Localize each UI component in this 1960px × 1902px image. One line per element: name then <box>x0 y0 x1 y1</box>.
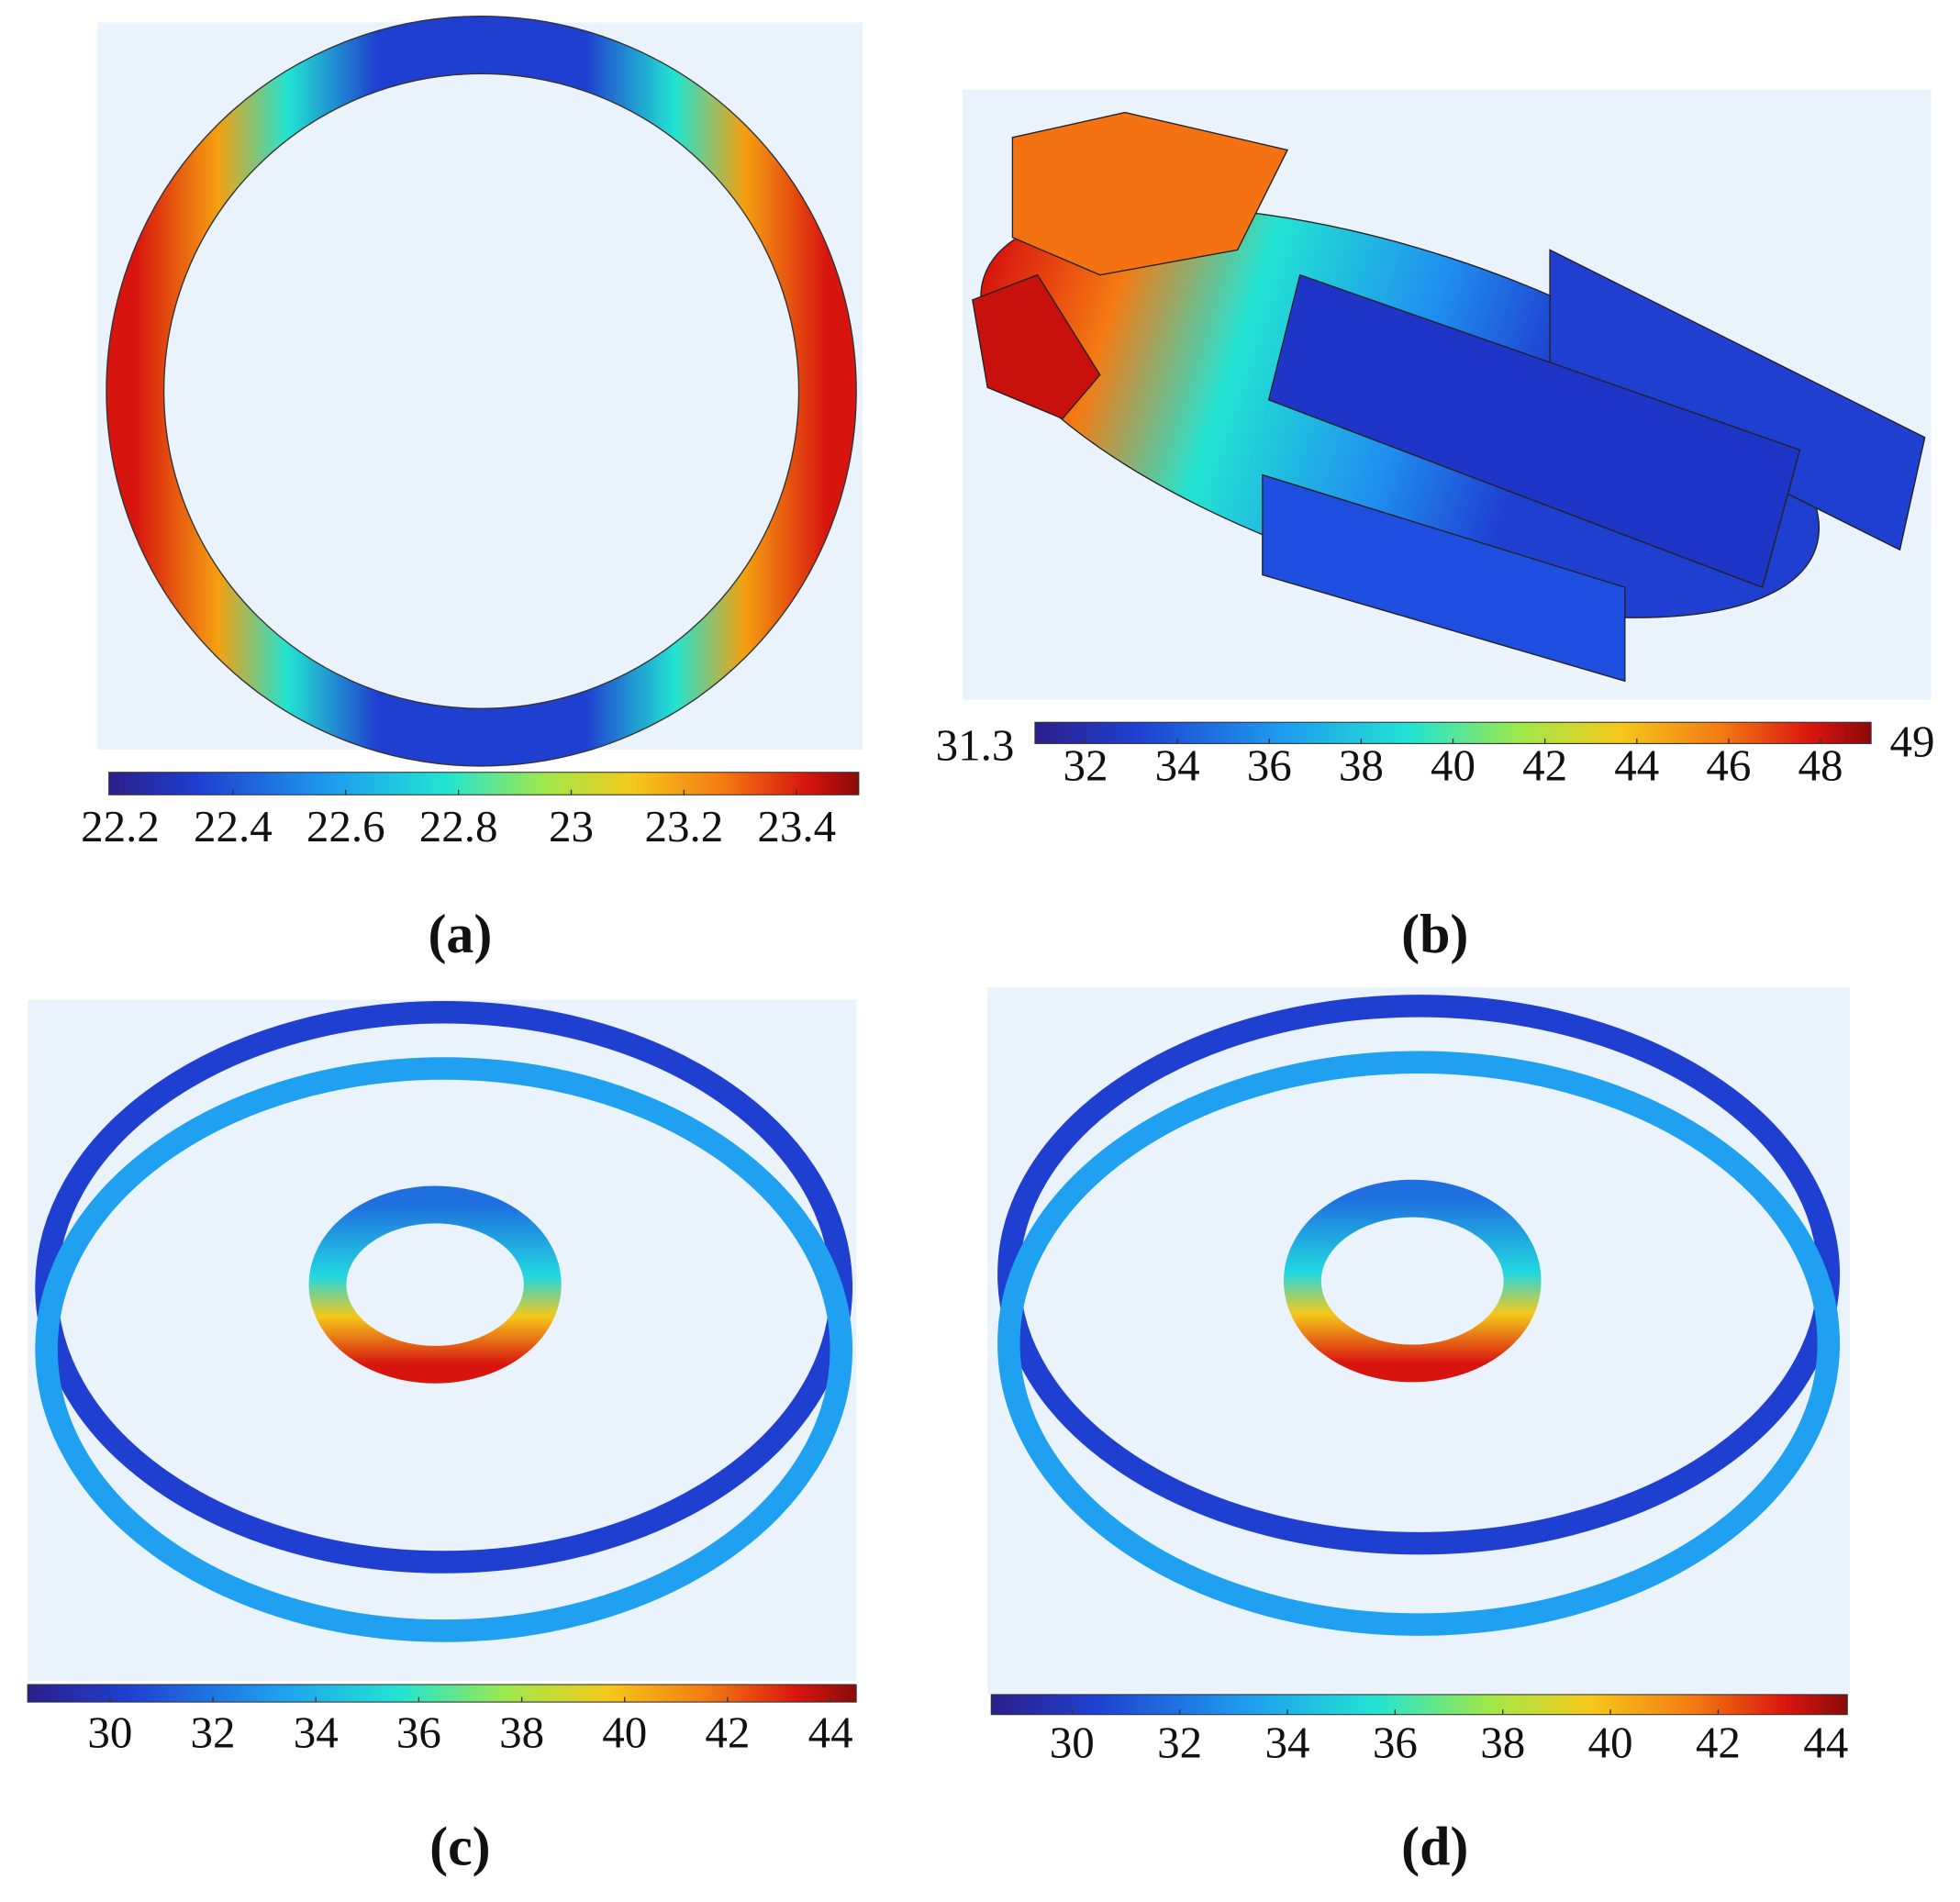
ring-edge <box>106 16 857 767</box>
colorbar <box>990 1694 1848 1716</box>
colorbar-tick-label: 32 <box>1063 740 1108 790</box>
colorbar-min-label: 31.3 <box>936 719 1015 770</box>
colorbar-tick-label: 34 <box>1155 740 1200 790</box>
colorbar-tick-label: 34 <box>294 1707 339 1757</box>
block <box>1549 249 1926 551</box>
block <box>1011 111 1289 276</box>
large-ring <box>35 1057 853 1642</box>
colorbar-max-label: 49 <box>1890 716 1935 766</box>
large-ring <box>997 1051 1841 1636</box>
colorbar-tick-label: 34 <box>1264 1717 1309 1767</box>
colorbar-tick-label: 44 <box>1803 1717 1848 1767</box>
colorbar-tick-label: 38 <box>499 1707 544 1757</box>
colorbar-tick-label: 30 <box>1050 1717 1095 1767</box>
colorbar-tick-label: 48 <box>1799 740 1843 790</box>
colorbar-tick-label: 44 <box>1614 740 1659 790</box>
colorbar-tick-label: 30 <box>87 1707 132 1757</box>
panel-label: (d) <box>1401 1816 1468 1876</box>
large-ring <box>997 995 1841 1555</box>
small-ring <box>1283 1179 1542 1383</box>
colorbar-tick-label: 23.2 <box>645 801 724 851</box>
colorbar-tick-label: 44 <box>808 1707 853 1757</box>
panel-background <box>987 986 1850 1694</box>
colorbar-tick-label: 36 <box>1373 1717 1418 1767</box>
colorbar-tick-label: 22.4 <box>194 801 273 851</box>
colorbar-tick-label: 23.4 <box>757 801 836 851</box>
colorbar-tick-label: 32 <box>191 1707 236 1757</box>
small-ring <box>308 1185 562 1384</box>
ring <box>106 16 857 766</box>
colorbar-tick-label: 42 <box>1696 1717 1741 1767</box>
colorbar-tick-label: 38 <box>1339 740 1384 790</box>
colorbar-tick-label: 46 <box>1706 740 1751 790</box>
colorbar-tick-label: 22.2 <box>81 801 160 851</box>
colorbar-tick-label: 22.8 <box>419 801 498 851</box>
colorbar-tick-label: 36 <box>396 1707 441 1757</box>
colorbar-tick-label: 22.6 <box>306 801 385 851</box>
ring-edge <box>162 72 800 709</box>
colorbar-tick-label: 36 <box>1247 740 1292 790</box>
panel-label: (c) <box>429 1816 490 1876</box>
colorbar <box>108 772 860 795</box>
colorbar-tick-label: 40 <box>1588 1717 1633 1767</box>
colorbar-tick-label: 32 <box>1157 1717 1202 1767</box>
block <box>1267 273 1801 589</box>
colorbar-tick-label: 42 <box>1522 740 1567 790</box>
colorbar <box>27 1684 857 1703</box>
colorbar-tick-label: 38 <box>1480 1717 1525 1767</box>
block <box>1262 473 1626 683</box>
colorbar-tick-label: 23 <box>549 801 594 851</box>
colorbar-tick-label: 40 <box>1431 740 1476 790</box>
panel-label: (a) <box>428 904 492 964</box>
colorbar-tick-label: 42 <box>705 1707 750 1757</box>
colorbar-tick-label: 40 <box>602 1707 647 1757</box>
panel-label: (b) <box>1401 904 1468 964</box>
block <box>972 273 1101 420</box>
